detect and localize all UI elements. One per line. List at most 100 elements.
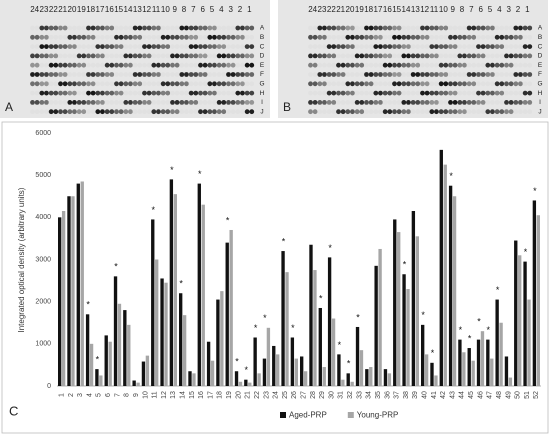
- blot-dot: [170, 90, 175, 96]
- blot-dot: [317, 109, 323, 115]
- blot-dot: [188, 34, 194, 40]
- blot-dot: [151, 90, 157, 96]
- blot-dot: [118, 90, 124, 96]
- blot-dot: [100, 81, 105, 87]
- blot-dot: [58, 90, 63, 96]
- blot-dot: [44, 72, 49, 77]
- column-label: 16: [383, 5, 392, 14]
- blot-dot: [34, 100, 40, 105]
- blot-dot: [34, 25, 40, 31]
- blot-dot: [230, 90, 236, 96]
- blot-dot: [406, 100, 411, 105]
- blot-dot: [359, 72, 365, 77]
- blot-dot: [448, 81, 453, 87]
- blot-dot: [193, 81, 199, 87]
- blot-dot: [490, 25, 495, 31]
- blot-dot: [368, 72, 374, 77]
- blot-dot: [39, 100, 45, 105]
- blot-dot: [100, 53, 105, 59]
- column-label: 12: [142, 5, 151, 14]
- blot-dot: [480, 100, 486, 105]
- blot-dot: [230, 25, 236, 31]
- blot-dot: [156, 81, 161, 87]
- blot-dot: [67, 90, 73, 96]
- blot-dot: [485, 25, 491, 31]
- blot-dot: [424, 53, 430, 59]
- blot-dot: [401, 81, 407, 87]
- blot-dot: [188, 72, 194, 77]
- blot-dot: [179, 90, 185, 96]
- blot-dot: [48, 53, 54, 59]
- blot-dot: [137, 109, 143, 115]
- blot-dot: [513, 72, 519, 77]
- bar: [160, 278, 164, 386]
- blot-dot: [216, 44, 222, 49]
- blot-dot: [244, 25, 250, 31]
- bar: [136, 382, 140, 386]
- blot-dot: [160, 100, 166, 105]
- blot-dot: [462, 72, 467, 77]
- x-tick-label: 32: [347, 391, 354, 399]
- blot-dot: [420, 109, 425, 115]
- blot-dot: [221, 53, 227, 59]
- blot-dot: [312, 109, 318, 115]
- column-label: 9: [450, 5, 455, 14]
- blot-dot: [438, 72, 444, 77]
- bar: [285, 272, 289, 386]
- blot-dot: [471, 81, 477, 87]
- blot-dot: [207, 109, 213, 115]
- blot-dot: [387, 90, 393, 96]
- blot-dot: [76, 81, 82, 87]
- blot-dot: [494, 100, 500, 105]
- blot-dot: [378, 25, 383, 31]
- x-tick-label: 3: [77, 393, 84, 397]
- blot-dot: [109, 53, 115, 59]
- blot-dot: [86, 34, 91, 40]
- blot-dot: [522, 90, 528, 96]
- x-tick-label: 6: [105, 393, 112, 397]
- blot-dot: [226, 109, 231, 115]
- blot-dot: [373, 72, 379, 77]
- blot-dot: [364, 81, 369, 87]
- blot-dot: [382, 90, 388, 96]
- blot-dot: [100, 100, 105, 105]
- blot-dot: [160, 81, 166, 87]
- blot-dot: [471, 72, 477, 77]
- blot-dot: [235, 90, 241, 96]
- blot-dot: [438, 109, 444, 115]
- blot-dot: [410, 34, 416, 40]
- blot-dot: [354, 90, 360, 96]
- blot-dot: [235, 109, 241, 115]
- blot-dot: [146, 90, 152, 96]
- blot-dot: [443, 100, 449, 105]
- bar: [220, 291, 224, 386]
- blot-dot: [221, 34, 227, 40]
- blot-dot: [499, 72, 505, 77]
- blot-dot: [462, 53, 467, 59]
- blot-dot: [216, 72, 222, 77]
- blot-dot: [438, 62, 444, 68]
- blot-dot: [350, 109, 355, 115]
- significance-mark: *: [459, 325, 463, 335]
- blot-dot: [128, 44, 133, 49]
- blot-dot: [202, 44, 208, 49]
- blot-dot: [244, 34, 250, 40]
- blot-dot: [480, 53, 486, 59]
- blot-dot: [76, 25, 82, 31]
- blot-dot: [160, 34, 166, 40]
- blot-dot: [104, 34, 110, 40]
- blot-dot: [146, 100, 152, 105]
- blot-dot: [406, 25, 411, 31]
- significance-mark: *: [263, 313, 267, 323]
- blot-dot: [244, 81, 250, 87]
- blot-dot: [345, 25, 351, 31]
- blot-dot: [420, 72, 425, 77]
- blot-dot: [193, 90, 199, 96]
- bar: [518, 255, 522, 386]
- blot-dot: [90, 81, 96, 87]
- blot-dot: [368, 90, 374, 96]
- column-label: 9: [172, 5, 177, 14]
- blot-dot: [401, 109, 407, 115]
- blot-dot: [132, 53, 138, 59]
- blot-dot: [429, 81, 435, 87]
